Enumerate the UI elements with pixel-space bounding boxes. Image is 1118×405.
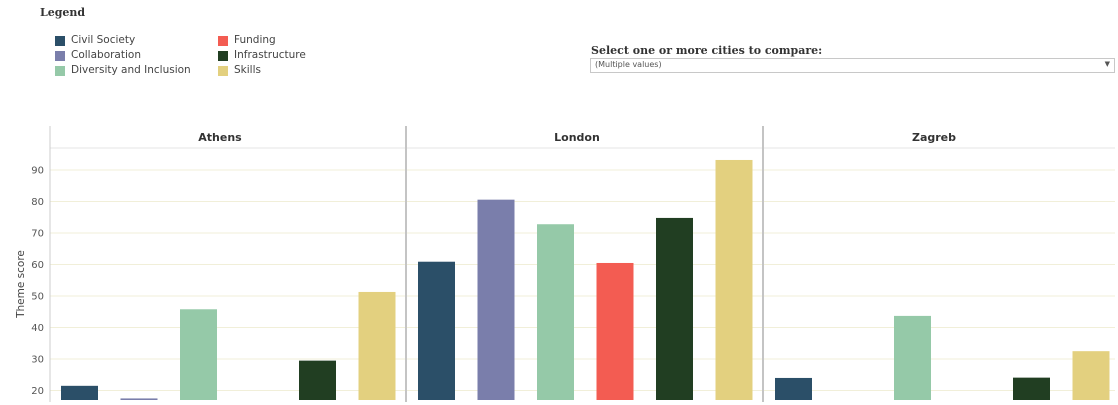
bar-london-funding bbox=[596, 262, 634, 400]
legend-label: Funding bbox=[234, 34, 276, 46]
city-filter-label: Select one or more cities to compare: bbox=[591, 44, 823, 57]
city-filter: Select one or more cities to compare: (M… bbox=[590, 44, 1115, 74]
bar-athens-skills bbox=[358, 291, 396, 400]
panel-header-zagreb: Zagreb bbox=[912, 131, 956, 144]
legend-swatch-icon bbox=[55, 51, 65, 61]
bar-london-infrastructure bbox=[656, 217, 693, 400]
bar-london-civil-society bbox=[418, 261, 455, 400]
y-tick-label: 80 bbox=[31, 197, 44, 208]
bar-zagreb-civil-society bbox=[775, 377, 812, 400]
legend-title: Legend bbox=[40, 6, 86, 19]
y-tick-label: 30 bbox=[31, 355, 44, 366]
bar-london-diversity-and-inclusion bbox=[537, 224, 574, 400]
y-tick-label: 90 bbox=[31, 166, 44, 177]
legend-label: Infrastructure bbox=[234, 49, 306, 61]
y-tick-label: 50 bbox=[31, 292, 44, 303]
panel-header-london: London bbox=[554, 131, 600, 144]
legend-label: Diversity and Inclusion bbox=[71, 64, 191, 76]
y-axis-title: Theme score bbox=[15, 250, 27, 319]
legend-label: Civil Society bbox=[71, 34, 136, 46]
legend-swatch-icon bbox=[218, 51, 228, 61]
legend-swatch-icon bbox=[218, 66, 228, 76]
legend-swatch-icon bbox=[55, 36, 65, 46]
bar-athens-diversity-and-inclusion bbox=[180, 309, 217, 400]
legend-swatch-icon bbox=[218, 36, 228, 46]
bar-athens-collaboration bbox=[120, 398, 158, 400]
panel-header-athens: Athens bbox=[198, 131, 242, 144]
city-filter-value: (Multiple values) bbox=[595, 60, 662, 69]
y-tick-label: 40 bbox=[31, 323, 44, 334]
y-tick-label: 70 bbox=[31, 229, 44, 240]
bar-zagreb-infrastructure bbox=[1013, 377, 1050, 400]
bar-athens-infrastructure bbox=[299, 360, 336, 400]
y-tick-label: 60 bbox=[31, 260, 44, 271]
legend-label: Skills bbox=[234, 64, 261, 76]
legend-label: Collaboration bbox=[71, 49, 141, 61]
theme-score-chart: 20 30 40 50 60 70 80 90 Theme score Athens London Z… bbox=[15, 126, 1115, 402]
bar-zagreb-diversity-and-inclusion bbox=[894, 315, 931, 400]
bar-london-skills bbox=[715, 159, 753, 400]
legend: Legend Civil Society Collaboration Diver… bbox=[40, 6, 340, 86]
bar-athens-civil-society bbox=[61, 385, 98, 400]
chevron-down-icon[interactable]: ▼ bbox=[1104, 60, 1110, 68]
bar-zagreb-skills bbox=[1072, 351, 1110, 400]
y-tick-label: 20 bbox=[31, 386, 44, 397]
bar-london-collaboration bbox=[477, 199, 515, 400]
city-filter-dropdown[interactable]: (Multiple values) ▼ bbox=[590, 58, 1115, 73]
legend-swatch-icon bbox=[55, 66, 65, 76]
